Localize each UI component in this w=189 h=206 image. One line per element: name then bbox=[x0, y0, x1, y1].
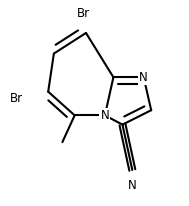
Text: N: N bbox=[139, 71, 148, 84]
Text: Br: Br bbox=[77, 7, 90, 20]
Text: Br: Br bbox=[9, 92, 23, 105]
Text: N: N bbox=[101, 109, 109, 122]
Text: N: N bbox=[128, 179, 137, 192]
